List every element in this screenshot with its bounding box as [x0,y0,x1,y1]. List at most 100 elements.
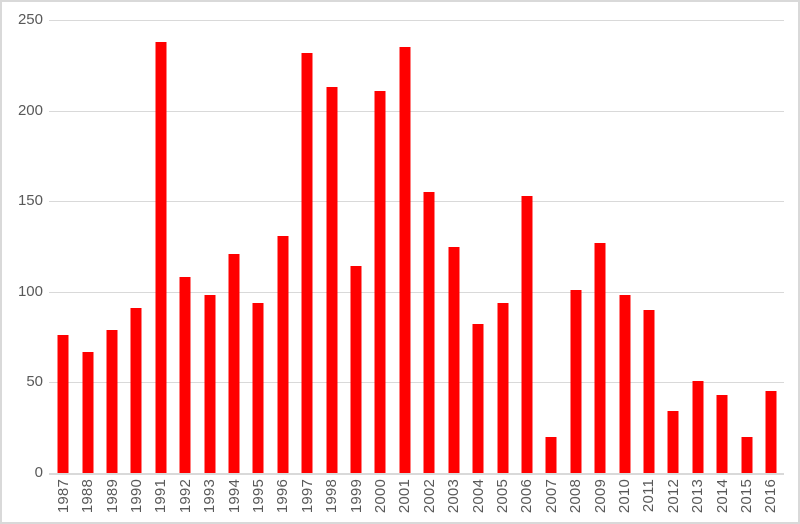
x-tick-column: 2013 [686,479,710,521]
x-tick-column: 1992 [173,479,197,521]
gridline [49,201,784,203]
y-tick-label: 150 [17,192,43,210]
x-tick-label: 2002 [420,479,438,514]
bar-column-1993 [197,20,221,473]
bar-column-2015 [734,20,758,473]
x-tick-column: 2011 [637,479,661,521]
bar-column-1990 [124,20,148,473]
bar-1992 [179,277,191,473]
plot-area [49,20,784,475]
bar-column-2005 [490,20,514,473]
x-tick-label: 1989 [103,479,121,514]
bar-column-2014 [710,20,734,473]
bar-1988 [82,351,94,473]
x-tick-column: 2003 [442,479,466,521]
x-tick-label: 1995 [249,479,267,514]
x-tick-column: 1989 [100,479,124,521]
bar-2008 [570,290,582,473]
x-tick-column: 2001 [393,479,417,521]
bar-2005 [497,302,509,473]
bar-1991 [155,41,167,473]
bar-column-2004 [466,20,490,473]
x-tick-column: 2000 [368,479,392,521]
x-tick-label: 2001 [396,479,414,514]
bar-2002 [423,192,435,473]
x-tick-label: 1992 [176,479,194,514]
bar-2014 [716,395,728,473]
bar-column-1994 [222,20,246,473]
x-tick-column: 1996 [271,479,295,521]
bar-2011 [643,309,655,473]
y-tick-label: 100 [17,282,43,300]
x-tick-column: 2010 [612,479,636,521]
x-tick-label: 2015 [738,479,756,514]
gridline [49,382,784,384]
x-tick-column: 2007 [539,479,563,521]
bar-1995 [252,302,264,473]
bar-1996 [277,235,289,473]
bar-column-2008 [564,20,588,473]
bar-2016 [765,391,777,473]
bar-column-2010 [612,20,636,473]
bar-2003 [448,246,460,473]
x-tick-column: 2002 [417,479,441,521]
bar-column-1989 [100,20,124,473]
bar-2000 [374,90,386,473]
x-tick-column: 2016 [759,479,783,521]
bar-1987 [57,335,69,473]
x-axis-labels: 1987 1988 1989 1990 1991 1992 1993 1994 1995 1996… [51,479,783,521]
bar-column-2002 [417,20,441,473]
bar-2009 [594,242,606,473]
bar-1999 [350,266,362,473]
bar-column-1987 [51,20,75,473]
x-tick-label: 2000 [371,479,389,514]
x-tick-label: 2004 [469,479,487,514]
bar-column-1999 [344,20,368,473]
x-tick-column: 1997 [295,479,319,521]
x-tick-label: 2014 [713,479,731,514]
x-tick-label: 1997 [298,479,316,514]
bar-column-1996 [271,20,295,473]
x-tick-label: 1991 [152,479,170,514]
bar-column-2000 [368,20,392,473]
bar-1993 [204,295,216,473]
x-tick-column: 1998 [319,479,343,521]
bar-2006 [521,195,533,473]
bar-2001 [399,47,411,473]
bar-column-2003 [442,20,466,473]
bar-column-1998 [319,20,343,473]
bar-series [51,20,783,473]
bar-column-2001 [393,20,417,473]
x-tick-label: 1993 [201,479,219,514]
x-tick-column: 2005 [490,479,514,521]
bar-1990 [130,308,142,473]
x-tick-column: 1993 [197,479,221,521]
x-tick-label: 2007 [542,479,560,514]
gridline [49,110,784,112]
bar-column-2006 [515,20,539,473]
x-tick-label: 2010 [616,479,634,514]
bar-1997 [301,52,313,473]
x-tick-column: 2012 [661,479,685,521]
x-tick-label: 2008 [567,479,585,514]
bar-2007 [545,436,557,473]
bar-column-2009 [588,20,612,473]
bar-column-1997 [295,20,319,473]
bar-1998 [326,87,338,473]
gridline [49,291,784,293]
bar-2013 [692,380,704,473]
bar-column-2012 [661,20,685,473]
x-tick-column: 2006 [515,479,539,521]
x-tick-column: 1990 [124,479,148,521]
bar-column-1992 [173,20,197,473]
x-tick-column: 2015 [734,479,758,521]
gridline [49,20,784,21]
x-tick-label: 2016 [762,479,780,514]
x-tick-column: 2009 [588,479,612,521]
bar-2010 [619,295,631,473]
bar-column-2007 [539,20,563,473]
x-tick-label: 1996 [274,479,292,514]
x-tick-column: 1987 [51,479,75,521]
x-axis-line [49,473,784,475]
